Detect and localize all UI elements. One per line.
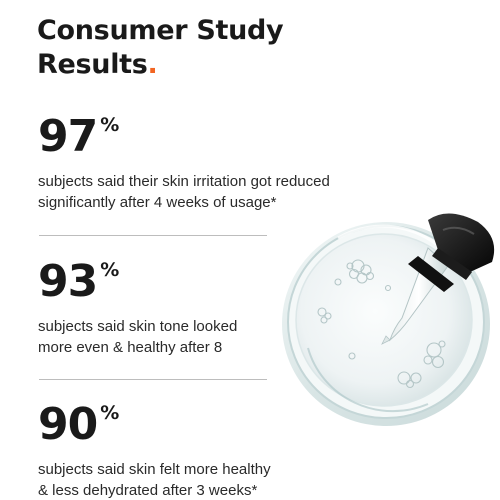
stat-value: 90 <box>38 399 98 450</box>
stat-description-line-1: subjects said skin felt more healthy <box>38 461 271 478</box>
title-line-1: Consumer Study <box>37 15 284 46</box>
stat-value-row: 93 % <box>38 257 368 307</box>
stat-description: subjects said skin tone looked more even… <box>38 316 368 358</box>
stat-unit: % <box>100 114 120 136</box>
dropper <box>381 213 495 345</box>
stat-value-row: 90 % <box>38 400 368 450</box>
stat-block-1: 97 % subjects said their skin irritation… <box>38 112 368 213</box>
stat-value-row: 97 % <box>38 112 368 162</box>
stat-block-2: 93 % subjects said skin tone looked more… <box>38 257 368 358</box>
petri-dish-image <box>282 213 495 426</box>
stat-description: subjects said their skin irritation got … <box>38 171 368 213</box>
bubbles <box>317 259 446 389</box>
title-line-2: Results. <box>37 48 337 82</box>
stat-description: subjects said skin felt more healthy & l… <box>38 459 368 500</box>
title-line-2-text: Results <box>37 49 148 80</box>
stat-unit: % <box>100 402 120 424</box>
stat-description-line-1: subjects said their skin irritation got … <box>38 173 330 190</box>
title-accent-dot: . <box>147 49 158 80</box>
stat-value: 93 <box>38 256 98 307</box>
stat-unit: % <box>100 259 120 281</box>
divider-1 <box>39 235 267 236</box>
stat-description-line-2: & less dehydrated after 3 weeks* <box>38 482 258 499</box>
stat-description-line-1: subjects said skin tone looked <box>38 318 238 335</box>
divider-2 <box>39 379 267 380</box>
stat-description-line-2: significantly after 4 weeks of usage* <box>38 194 277 211</box>
page-title: Consumer Study Results. <box>37 14 337 82</box>
stat-description-line-2: more even & healthy after 8 <box>38 339 223 356</box>
stat-value: 97 <box>38 111 98 162</box>
stat-block-3: 90 % subjects said skin felt more health… <box>38 400 368 500</box>
